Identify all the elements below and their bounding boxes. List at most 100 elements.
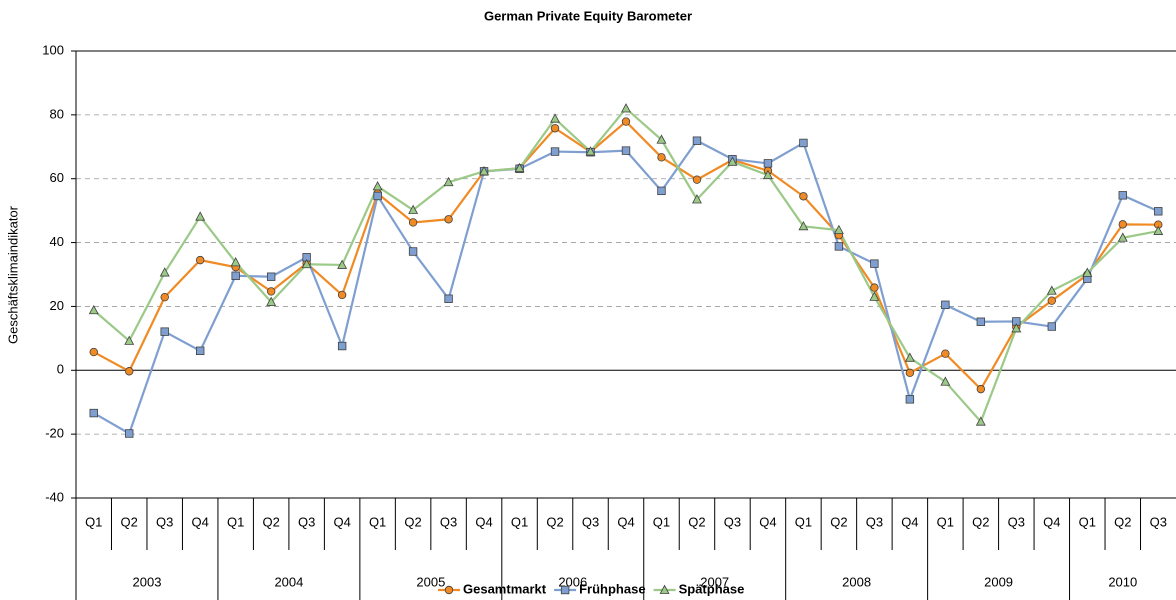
x-tick-label: Q4 — [333, 514, 350, 529]
x-tick-label: Q3 — [156, 514, 173, 529]
data-point — [691, 194, 702, 204]
year-label: 2008 — [842, 574, 871, 589]
data-point — [479, 166, 490, 176]
data-point — [657, 186, 666, 196]
data-point — [940, 376, 951, 386]
data-point — [799, 192, 808, 201]
x-tick-label: Q4 — [759, 514, 776, 529]
data-point — [976, 384, 986, 394]
x-tick-label: Q1 — [795, 514, 812, 529]
data-point — [657, 153, 666, 162]
y-tick-label: 80 — [50, 106, 64, 121]
chart-title: German Private Equity Barometer — [484, 8, 692, 23]
data-point — [88, 304, 99, 315]
y-tick-label: 100 — [42, 42, 64, 57]
data-point — [833, 224, 844, 235]
data-point — [514, 162, 525, 173]
y-tick-label: -20 — [45, 426, 64, 441]
data-point — [1047, 322, 1057, 331]
legend-label: Frühphase — [579, 581, 645, 596]
legend-label: Gesamtmarkt — [463, 581, 547, 596]
data-point — [550, 147, 560, 156]
x-tick-label: Q1 — [511, 514, 528, 529]
data-point — [408, 247, 418, 256]
x-tick-label: Q4 — [617, 514, 634, 529]
x-tick-label: Q3 — [298, 514, 315, 529]
x-tick-label: Q4 — [1043, 514, 1060, 529]
data-point — [443, 176, 454, 187]
data-point — [444, 215, 453, 224]
x-tick-label: Q2 — [121, 514, 138, 529]
x-tick-label: Q2 — [262, 514, 279, 529]
data-point — [727, 156, 738, 166]
x-tick-label: Q1 — [653, 514, 670, 529]
data-point — [1117, 232, 1128, 242]
x-tick-label: Q3 — [582, 514, 599, 529]
data-point — [869, 291, 880, 301]
data-point — [621, 117, 631, 126]
data-point — [585, 146, 596, 156]
data-point — [905, 395, 915, 404]
y-axis-label: Geschäftsklimaindikator — [5, 205, 20, 344]
x-tick-label: Q3 — [1008, 514, 1025, 529]
y-tick-label: 20 — [50, 298, 64, 313]
data-point — [692, 136, 702, 145]
series-line — [93, 139, 1159, 436]
data-point — [373, 191, 382, 201]
data-point — [1046, 285, 1057, 295]
data-point — [1118, 191, 1127, 200]
year-label: 2010 — [1108, 574, 1137, 589]
data-point — [266, 287, 276, 296]
data-point — [621, 103, 631, 113]
data-point — [230, 257, 241, 267]
x-tick-label: Q3 — [440, 514, 457, 529]
series-line — [93, 106, 1159, 424]
data-point — [337, 259, 348, 269]
data-point — [621, 146, 631, 155]
data-point — [301, 258, 312, 269]
x-tick-label: Q4 — [901, 514, 918, 529]
data-point — [266, 296, 277, 306]
series-line — [93, 120, 1159, 391]
year-label: 2009 — [984, 574, 1013, 589]
data-point — [656, 134, 667, 144]
data-point — [834, 242, 844, 251]
data-point — [372, 181, 383, 191]
x-tick-label: Q1 — [937, 514, 954, 529]
legend-marker — [444, 585, 454, 595]
x-tick-label: Q1 — [85, 514, 102, 529]
data-point — [159, 267, 170, 277]
y-tick-label: 40 — [50, 234, 64, 249]
data-point — [89, 408, 98, 418]
data-point — [798, 220, 809, 231]
year-label: 2007 — [700, 574, 729, 589]
year-label: 2004 — [274, 574, 303, 589]
year-label: 2003 — [133, 574, 162, 589]
data-point — [337, 341, 347, 351]
legend-marker — [560, 585, 570, 595]
data-point — [195, 211, 206, 221]
x-tick-label: Q2 — [830, 514, 847, 529]
x-tick-label: Q2 — [972, 514, 989, 529]
data-point — [762, 169, 773, 180]
data-point — [870, 283, 879, 292]
data-point — [1011, 323, 1022, 333]
data-point — [1153, 225, 1164, 235]
data-point — [692, 175, 702, 184]
data-point — [160, 292, 169, 302]
data-point — [124, 335, 135, 345]
x-tick-label: Q1 — [1079, 514, 1096, 529]
x-tick-label: Q3 — [866, 514, 883, 529]
x-tick-label: Q1 — [369, 514, 386, 529]
data-point — [266, 272, 276, 281]
data-point — [905, 368, 915, 378]
data-point — [1154, 207, 1163, 216]
data-point — [231, 271, 240, 280]
x-tick-label: Q1 — [227, 514, 244, 529]
x-tick-label: Q2 — [688, 514, 705, 529]
y-tick-label: -40 — [45, 489, 64, 504]
data-point — [195, 346, 205, 356]
data-point — [870, 259, 879, 268]
year-label: 2006 — [558, 574, 587, 589]
